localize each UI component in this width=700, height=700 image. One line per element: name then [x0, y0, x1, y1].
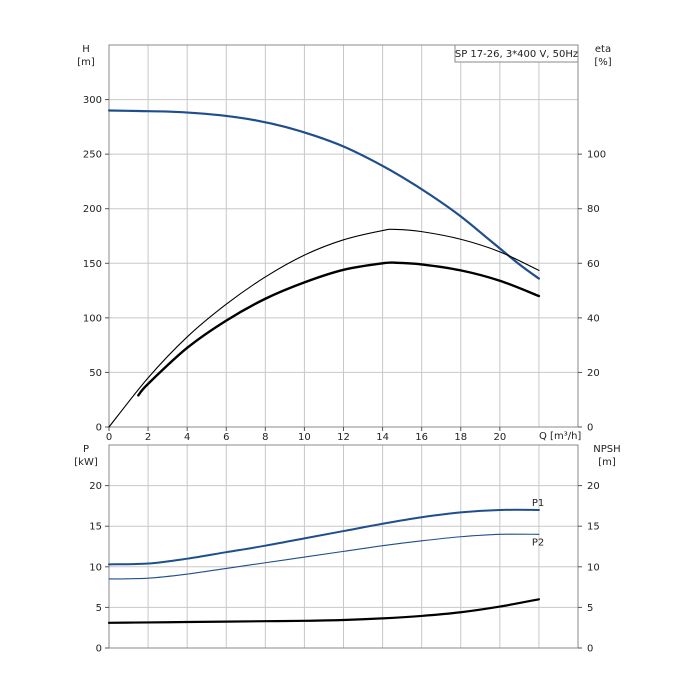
top-grid — [109, 45, 578, 427]
left-tick-label: 250 — [83, 150, 102, 161]
x-tick-label: 18 — [454, 432, 467, 443]
x-tick-label: 0 — [106, 432, 112, 443]
bottom-series-group: P1 P2 — [107, 498, 544, 624]
left-tick-label: 150 — [83, 259, 102, 270]
bottom-left-axis: 0 5 10 15 20 — [89, 481, 109, 655]
x-tick-label: 2 — [145, 432, 151, 443]
left-axis-title-h: H — [82, 44, 90, 55]
legend-box — [454, 44, 579, 63]
left-tick-label: 15 — [89, 522, 102, 533]
x-tick-label: 12 — [337, 432, 350, 443]
bottom-right-axis: 0 5 10 15 20 — [578, 481, 600, 655]
left-tick-label: 10 — [89, 562, 102, 573]
right-tick-label: 20 — [587, 368, 600, 379]
x-tick-label: 16 — [415, 432, 428, 443]
left-tick-label: 100 — [83, 313, 102, 324]
legend-text: SP 17-26, 3*400 V, 50Hz — [455, 49, 578, 60]
right-axis-unit-eta: [%] — [594, 57, 611, 68]
left-tick-label: 0 — [96, 644, 102, 655]
right-tick-label: 15 — [587, 522, 600, 533]
right-tick-label: 40 — [587, 313, 600, 324]
x-tick-label: 8 — [262, 432, 268, 443]
x-tick-label: 6 — [223, 432, 229, 443]
p1-curve — [108, 508, 540, 566]
right-axis-title-eta: eta — [595, 44, 611, 55]
right-tick-label: 5 — [587, 603, 593, 614]
left-axis-unit-h: [m] — [77, 57, 95, 68]
right-axis-title-npsh: NPSH — [593, 444, 620, 455]
x-tick-label: 10 — [298, 432, 311, 443]
top-right-axis: 0 20 40 60 80 100 — [578, 150, 606, 434]
right-tick-label: 0 — [587, 644, 593, 655]
x-tick-label: 4 — [184, 432, 190, 443]
right-tick-label: 0 — [587, 423, 593, 434]
series-label-p1: P1 — [532, 498, 544, 509]
series-label-p2: P2 — [532, 537, 544, 548]
overall-efficiency-curve — [137, 261, 541, 397]
x-axis-title: Q [m³/h] — [539, 431, 581, 442]
left-axis-title-p: P — [83, 444, 89, 455]
right-tick-label: 20 — [587, 481, 600, 492]
bottom-plot-frame — [108, 444, 579, 649]
right-tick-label: 100 — [587, 150, 606, 161]
x-tick-label: 20 — [493, 432, 506, 443]
right-tick-label: 80 — [587, 204, 600, 215]
bottom-grid — [109, 445, 578, 648]
left-tick-label: 300 — [83, 95, 102, 106]
right-axis-unit-npsh: [m] — [598, 457, 616, 468]
left-tick-label: 200 — [83, 204, 102, 215]
p2-curve — [108, 533, 540, 580]
left-tick-label: 5 — [96, 603, 102, 614]
left-tick-label: 50 — [89, 368, 102, 379]
top-left-axis: 0 50 100 150 200 250 300 — [83, 95, 109, 434]
left-tick-label: 0 — [96, 423, 102, 434]
left-tick-label: 20 — [89, 481, 102, 492]
efficiency-curve — [108, 228, 540, 428]
x-tick-label: 14 — [376, 432, 389, 443]
right-tick-label: 10 — [587, 562, 600, 573]
top-series-group — [107, 109, 541, 428]
top-x-axis: 0 2 4 6 8 10 12 14 16 18 20 — [106, 427, 506, 443]
npsh-curve — [107, 598, 541, 624]
right-tick-label: 60 — [587, 259, 600, 270]
head-curve — [107, 109, 541, 280]
left-axis-unit-p: [kW] — [74, 457, 98, 468]
